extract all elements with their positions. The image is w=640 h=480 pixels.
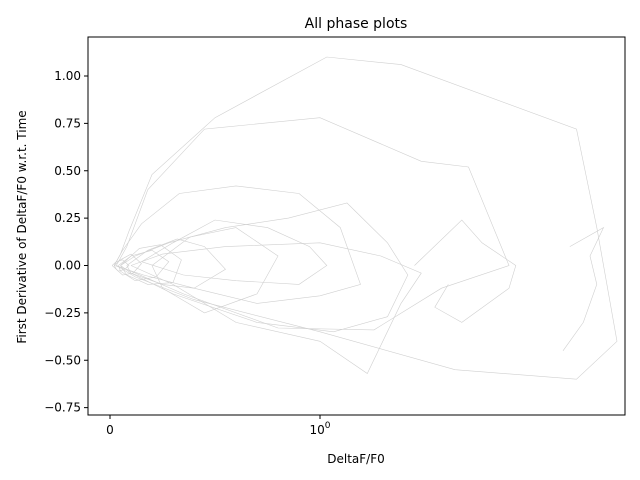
phase-trace-9 [126,238,226,289]
series-layer [111,56,618,380]
y-axis: −0.75 −0.50 −0.25 0.00 0.25 0.50 0.75 1.00 [44,69,88,415]
y-tick-label-3: −0.25 [44,306,81,320]
phase-trace-13 [151,227,279,314]
y-tick-label-6: 0.50 [54,164,81,178]
phase-trace-5 [130,242,422,374]
y-tick-label-4: 0.00 [54,259,81,273]
y-tick-label-5: 0.25 [54,211,81,225]
y-tick-label-2: −0.50 [44,353,81,367]
x-tick-label-2: 100 [309,421,330,437]
x-axis: 0 100 [106,415,331,437]
y-tick-label-8: 1.00 [54,69,81,83]
phase-trace-1 [113,56,618,380]
phase-trace-2 [116,117,510,331]
y-tick-label-1: −0.75 [44,401,81,415]
phase-trace-7 [562,226,605,351]
chart-title: All phase plots [305,16,408,32]
x-axis-title: DeltaF/F0 [327,452,385,466]
y-tick-label-7: 0.75 [54,116,81,130]
y-axis-title: First Derivative of DeltaF/F0 w.r.t. Tim… [15,110,29,343]
phase-trace-8 [141,219,328,285]
phase-trace-6 [414,219,517,323]
phase-trace-10 [118,249,170,282]
plot-frame [87,36,626,416]
x-tick-label-1: 0 [106,423,114,437]
phase-trace-3 [113,185,361,304]
phase-trace-12 [111,259,130,272]
phase-trace-14 [120,244,182,285]
